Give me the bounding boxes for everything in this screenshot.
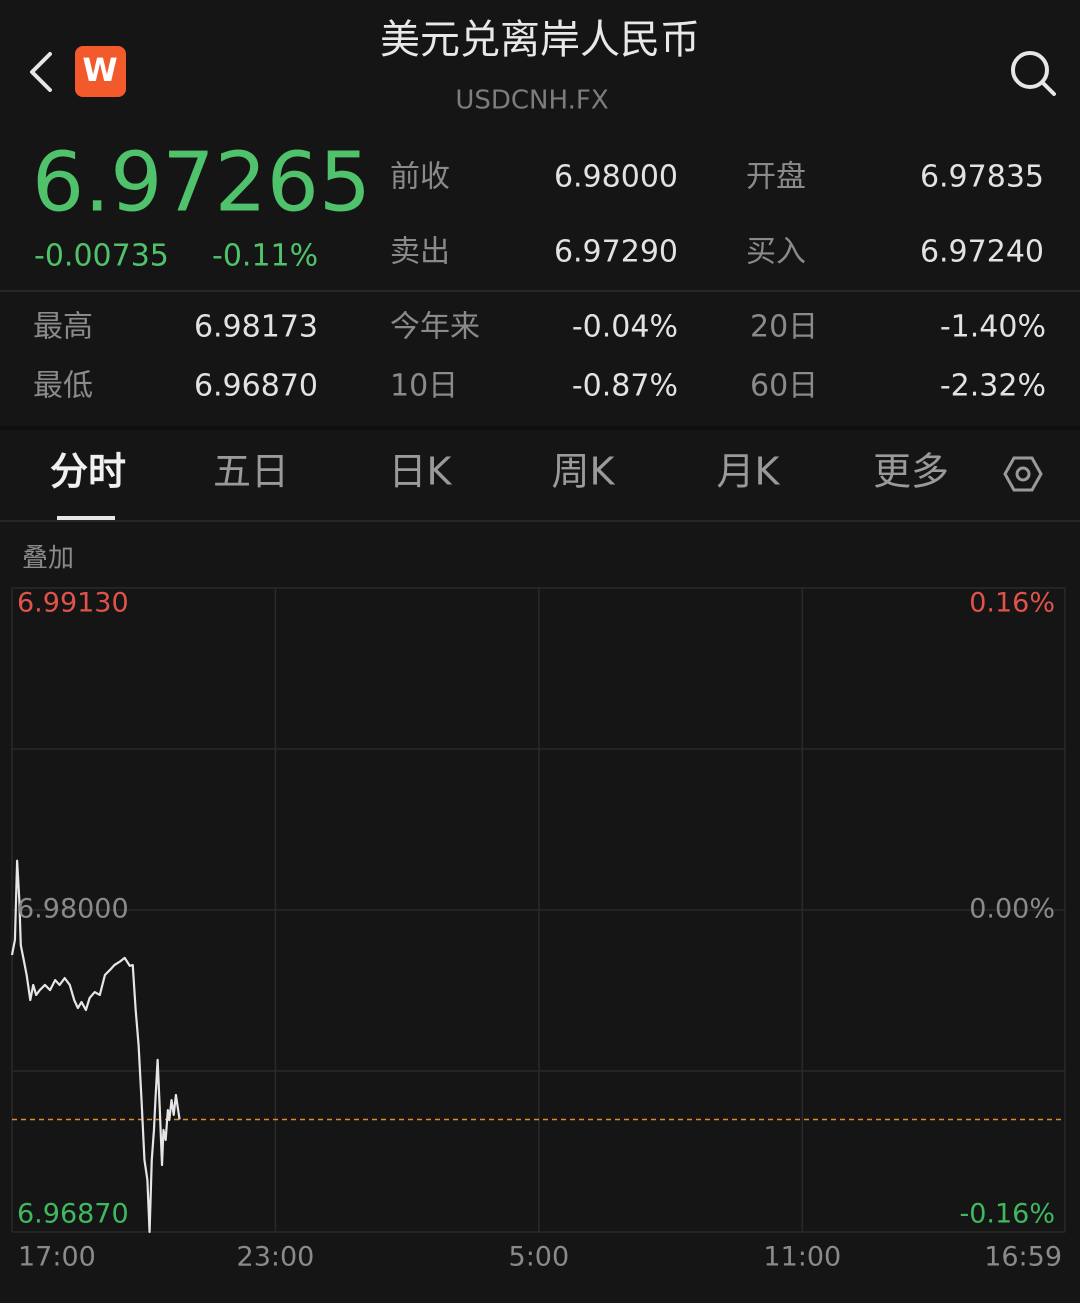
- overlay-button[interactable]: 叠加: [22, 544, 74, 574]
- x-tick-label: 23:00: [237, 1242, 315, 1273]
- settings-icon: [1015, 466, 1031, 482]
- stat-value: 6.98173: [194, 310, 318, 345]
- y-tick-label: 6.96870: [17, 1199, 129, 1230]
- y2-tick-label: -0.16%: [959, 1199, 1055, 1230]
- tab[interactable]: 月K: [717, 450, 781, 494]
- price-line: [10, 859, 181, 1234]
- search-icon: [1041, 81, 1056, 96]
- stat-label: 最低: [33, 369, 93, 404]
- stat-value: -2.32%: [940, 369, 1046, 404]
- stat-label: 买入: [746, 235, 806, 270]
- stat-value: -1.40%: [940, 310, 1046, 345]
- x-tick-label: 11:00: [763, 1242, 841, 1273]
- stat-label: 卖出: [390, 235, 450, 270]
- settings-button[interactable]: [1003, 456, 1043, 492]
- y2-tick-label: 0.00%: [969, 894, 1055, 925]
- change-percent: -0.11%: [212, 239, 318, 274]
- stat-label: 前收: [390, 160, 450, 195]
- stat-label: 最高: [33, 310, 93, 345]
- logo[interactable]: [75, 46, 126, 97]
- tab[interactable]: 日K: [389, 450, 453, 494]
- search-icon: [1011, 51, 1049, 89]
- tab[interactable]: 周K: [552, 450, 616, 494]
- stat-label: 60日: [750, 369, 818, 404]
- logo-text: W: [82, 51, 117, 89]
- x-tick-label: 17:00: [18, 1242, 96, 1273]
- tab[interactable]: 五日: [213, 450, 289, 494]
- stat-label: 20日: [750, 310, 818, 345]
- stat-value: -0.87%: [572, 369, 678, 404]
- stat-label: 开盘: [746, 160, 806, 195]
- x-tick-label: 5:00: [509, 1242, 570, 1273]
- search-button[interactable]: [1011, 51, 1056, 96]
- settings-icon: [1003, 456, 1043, 492]
- change: -0.00735: [34, 239, 169, 274]
- tab[interactable]: 更多: [873, 450, 949, 494]
- price: 6.97265: [32, 135, 371, 230]
- tab-underline: [57, 516, 115, 520]
- tab[interactable]: 分时: [50, 450, 126, 494]
- stat-label: 10日: [390, 369, 458, 404]
- x-tick-label: 16:59: [984, 1242, 1062, 1273]
- stat-value: 6.97290: [554, 235, 678, 270]
- stat-value: 6.97240: [920, 235, 1044, 270]
- stat-value: 6.98000: [554, 160, 678, 195]
- y2-tick-label: 0.16%: [969, 588, 1055, 619]
- stat-label: 今年来: [390, 310, 480, 345]
- divider: [0, 426, 1080, 430]
- title: 美元兑离岸人民币: [380, 17, 700, 63]
- back-button[interactable]: [30, 52, 52, 92]
- subtitle: USDCNH.FX: [455, 86, 608, 116]
- y-tick-label: 6.98000: [17, 894, 129, 925]
- stat-value: -0.04%: [572, 310, 678, 345]
- y-tick-label: 6.99130: [17, 588, 129, 619]
- stat-value: 6.96870: [194, 369, 318, 404]
- stat-value: 6.97835: [920, 160, 1044, 195]
